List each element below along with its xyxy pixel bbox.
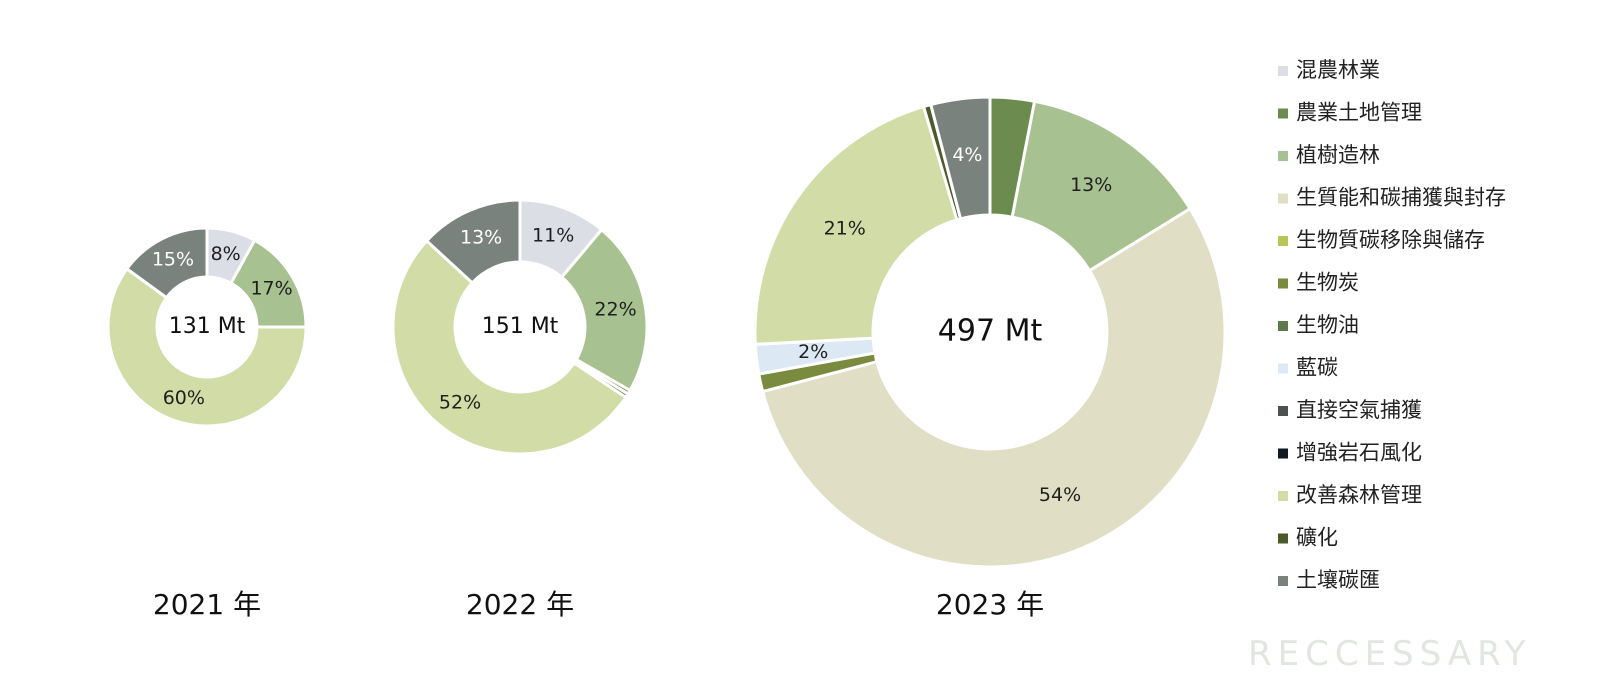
- legend-swatch: [1278, 278, 1288, 289]
- slice-data-label: 8%: [211, 243, 241, 265]
- legend-label: 增強岩石風化: [1296, 441, 1422, 465]
- donut-center-total: 151 Mt: [482, 314, 559, 339]
- legend-swatch: [1278, 448, 1288, 459]
- donut-chart-2: 11% 22% 52% 13% 151 Mt 2022 年: [391, 198, 649, 621]
- slice-data-label: 60%: [163, 387, 205, 409]
- slice-data-label: 17%: [250, 277, 292, 299]
- year-label: 2022 年: [466, 588, 574, 621]
- legend-swatch: [1278, 363, 1288, 374]
- year-label: 2021 年: [153, 588, 261, 621]
- donut-chart-3: 13% 54% 2% 21% 4% 497 Mt 2023 年: [753, 95, 1227, 621]
- donut-slice: [106, 266, 308, 428]
- brand-watermark: RECCESSARY: [1248, 634, 1531, 674]
- legend-label: 生質能和碳捕獲與封存: [1296, 186, 1506, 210]
- legend-swatch: [1278, 151, 1288, 161]
- legend-label: 藍碳: [1296, 356, 1338, 380]
- legend-label: 礦化: [1296, 526, 1338, 550]
- legend: 混農林業農業土地管理植樹造林生質能和碳捕獲與封存生物質碳移除與儲存生物炭生物油藍…: [1278, 58, 1506, 592]
- donut-slice: [753, 104, 959, 346]
- slice-data-label: 22%: [594, 299, 636, 321]
- legend-label: 土壤碳匯: [1296, 568, 1380, 592]
- slice-data-label: 21%: [824, 218, 866, 240]
- legend-swatch: [1278, 66, 1288, 76]
- donut-slice: [424, 198, 522, 286]
- legend-swatch: [1278, 236, 1288, 246]
- legend-label: 改善森林管理: [1296, 483, 1422, 507]
- donut-center-total: 497 Mt: [938, 314, 1043, 349]
- slice-data-label: 54%: [1039, 484, 1081, 506]
- donut-slice: [1010, 99, 1193, 273]
- slice-data-label: 13%: [1070, 174, 1112, 196]
- slice-data-label: 11%: [532, 224, 574, 246]
- legend-label: 混農林業: [1296, 58, 1380, 82]
- legend-label: 農業土地管理: [1296, 101, 1422, 125]
- legend-swatch: [1278, 406, 1288, 416]
- donut-slice: [391, 238, 628, 456]
- legend-swatch: [1278, 576, 1288, 586]
- slice-data-label: 2%: [798, 341, 828, 363]
- legend-swatch: [1278, 193, 1288, 204]
- slice-data-label: 4%: [952, 144, 982, 166]
- legend-label: 直接空氣捕獲: [1296, 398, 1422, 422]
- donut-slice: [124, 226, 209, 300]
- donut-slice: [928, 95, 992, 221]
- donut-slice: [559, 227, 649, 393]
- slice-data-label: 52%: [439, 392, 481, 414]
- donut-center-total: 131 Mt: [169, 314, 246, 339]
- slice-data-label: 15%: [152, 249, 194, 271]
- slice-data-label: 13%: [460, 227, 502, 249]
- legend-swatch: [1278, 321, 1288, 331]
- legend-label: 生物油: [1296, 313, 1359, 337]
- legend-label: 植樹造林: [1296, 143, 1380, 167]
- legend-label: 生物質碳移除與儲存: [1296, 228, 1485, 252]
- legend-label: 生物炭: [1296, 271, 1359, 295]
- legend-swatch: [1278, 491, 1288, 501]
- donut-chart-1: 8% 17% 60% 15% 131 Mt 2021 年: [106, 226, 308, 621]
- legend-swatch: [1278, 533, 1288, 544]
- year-label: 2023 年: [936, 588, 1044, 621]
- donut-slice: [760, 206, 1227, 569]
- legend-swatch: [1278, 108, 1288, 119]
